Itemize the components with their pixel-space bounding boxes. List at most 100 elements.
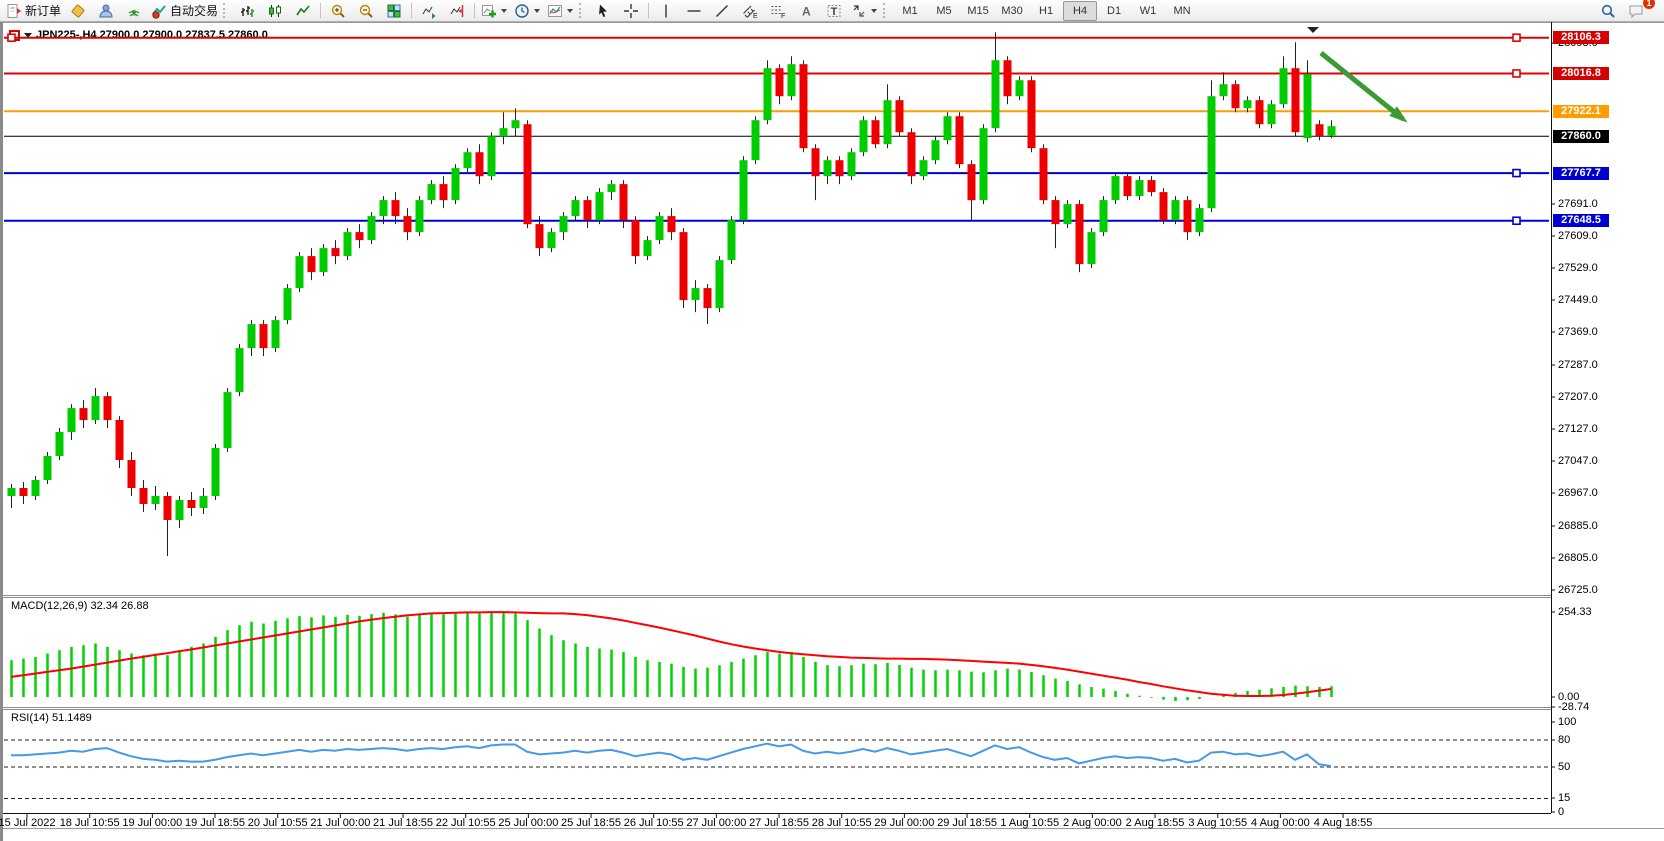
line-chart-button[interactable] (289, 0, 317, 22)
trendline-button[interactable] (708, 0, 736, 22)
timeframe-W1[interactable]: W1 (1139, 4, 1157, 17)
zoom-in-button[interactable] (324, 0, 352, 22)
templates-button[interactable] (544, 0, 577, 22)
time-axis-label: 20 Jul 10:55 (247, 817, 308, 829)
indicators-caret-icon[interactable] (501, 8, 508, 13)
price-level-badge: 27648.5 (1553, 214, 1609, 228)
chart-shift-button[interactable] (443, 0, 471, 22)
price-tick-label: 27207.0 (1558, 391, 1598, 403)
templates-caret-icon[interactable] (567, 8, 574, 13)
horizontal-line-button[interactable] (680, 0, 708, 22)
price-tick-label: 26967.0 (1558, 487, 1598, 499)
bar-chart-button[interactable] (233, 0, 261, 22)
channel-button[interactable]: E (736, 0, 764, 22)
chat-bubble-icon (1629, 5, 1643, 18)
search-button[interactable] (1594, 0, 1622, 22)
timeframe-D1[interactable]: D1 (1107, 4, 1122, 17)
svg-text:T: T (831, 6, 838, 18)
tile-windows-button[interactable] (380, 0, 408, 22)
time-axis-label: 26 Jul 10:55 (623, 817, 684, 829)
label-button[interactable]: T (820, 0, 848, 22)
time-axis-label: 28 Jul 10:55 (811, 817, 872, 829)
market-watch-button[interactable] (92, 0, 120, 22)
timeframe-toolbar: M1 M5 M15 M30 H1 H4 D1 W1 MN (893, 0, 1199, 21)
trend-arrowhead-icon (1389, 106, 1408, 123)
price-tick-label: 27127.0 (1558, 423, 1598, 435)
chart-menu-triangle-icon[interactable] (24, 32, 32, 38)
timeframe-M15[interactable]: M15 (967, 4, 989, 17)
zoom-out-button[interactable] (352, 0, 380, 22)
rsi-tick-label: 15 (1558, 792, 1571, 804)
arrows-caret-icon[interactable] (871, 8, 878, 13)
toolbar: 新订单 自动交易 (0, 0, 1664, 22)
chart-window[interactable]: JPN225-,H4 27900.0 27900.0 27837.5 27860… (0, 22, 1664, 841)
rsi-tick-label: 80 (1558, 734, 1571, 746)
toolbar-separator (320, 3, 322, 18)
templates-icon (548, 4, 563, 17)
trendline-icon (716, 4, 729, 17)
auto-scroll-button[interactable] (415, 0, 443, 22)
vertical-line-button[interactable] (652, 0, 680, 22)
indicators-icon (482, 4, 497, 17)
time-axis-label: 4 Aug 00:00 (1251, 817, 1310, 829)
text-icon: A (802, 4, 811, 18)
periods-button[interactable] (511, 0, 544, 22)
rsi-indicator-label: RSI(14) 51.1489 (11, 712, 92, 724)
text-button[interactable]: A (792, 0, 820, 22)
timeframe-M30[interactable]: M30 (1001, 4, 1023, 17)
horizontal-line-icon (687, 9, 701, 12)
timeframe-M5[interactable]: M5 (936, 4, 952, 17)
svg-text:A: A (802, 4, 811, 18)
svg-text:E: E (753, 13, 758, 19)
periods-caret-icon[interactable] (534, 8, 541, 13)
tile-windows-icon (387, 4, 401, 17)
price-tick-label: 27369.0 (1558, 326, 1598, 338)
fibonacci-icon: F (771, 5, 785, 19)
equidistant-channel-icon: E (743, 5, 758, 19)
candlestick-chart-icon (269, 4, 282, 17)
time-axis-label: 3 Aug 10:55 (1188, 817, 1248, 829)
crosshair-button[interactable] (617, 0, 645, 22)
auto-scroll-icon (422, 6, 436, 19)
price-chart-canvas[interactable] (3, 22, 1664, 841)
candlestick-chart-button[interactable] (261, 0, 289, 22)
cursor-button[interactable] (589, 0, 617, 22)
price-tick-label: 27047.0 (1558, 455, 1598, 467)
timeframe-MN[interactable]: MN (1173, 4, 1191, 17)
arrows-button[interactable] (848, 0, 881, 22)
rsi-tick-label: 100 (1558, 716, 1577, 728)
toolbar-separator (648, 3, 650, 18)
price-level-badge: 27922.1 (1553, 104, 1609, 118)
rsi-tick-label: 50 (1558, 761, 1571, 773)
rsi-tick-label: 0 (1558, 806, 1565, 818)
market-watch-icon (99, 4, 113, 17)
time-axis-label: 4 Aug 18:55 (1313, 817, 1373, 829)
time-axis-label: 19 Jul 18:55 (185, 817, 245, 829)
time-axis-label: 2 Aug 18:55 (1125, 817, 1185, 829)
toolbar-grip[interactable] (883, 3, 889, 18)
chart-shift-marker-icon (1307, 27, 1319, 33)
signals-button[interactable] (120, 0, 148, 22)
price-tick-label: 27529.0 (1558, 262, 1598, 274)
indicators-button[interactable] (478, 0, 511, 22)
svg-text:F: F (781, 13, 785, 19)
time-axis-label: 25 Jul 00:00 (498, 817, 559, 829)
toolbar-grip[interactable] (579, 3, 585, 18)
autotrading-button[interactable]: 自动交易 (148, 0, 221, 22)
price-tick-label: 26805.0 (1558, 552, 1598, 564)
time-axis-label: 1 Aug 10:55 (1000, 817, 1060, 829)
timeframe-M1[interactable]: M1 (902, 4, 918, 17)
charts-profile-button[interactable] (64, 0, 92, 22)
toolbar-grip[interactable] (223, 3, 229, 18)
time-axis-label: 27 Jul 18:55 (749, 817, 809, 829)
clock-icon (515, 3, 529, 18)
notifications-button[interactable]: 1 (1622, 0, 1655, 22)
new-order-button[interactable]: 新订单 (3, 0, 64, 22)
fibonacci-button[interactable]: F (764, 0, 792, 22)
time-axis-label: 25 Jul 18:55 (561, 817, 621, 829)
macd-signal-line (10, 611, 1332, 697)
search-icon (1601, 4, 1615, 18)
timeframe-H1[interactable]: H1 (1039, 4, 1054, 17)
notification-badge: 1 (1643, 0, 1655, 9)
timeframe-H4[interactable]: H4 (1063, 0, 1098, 21)
